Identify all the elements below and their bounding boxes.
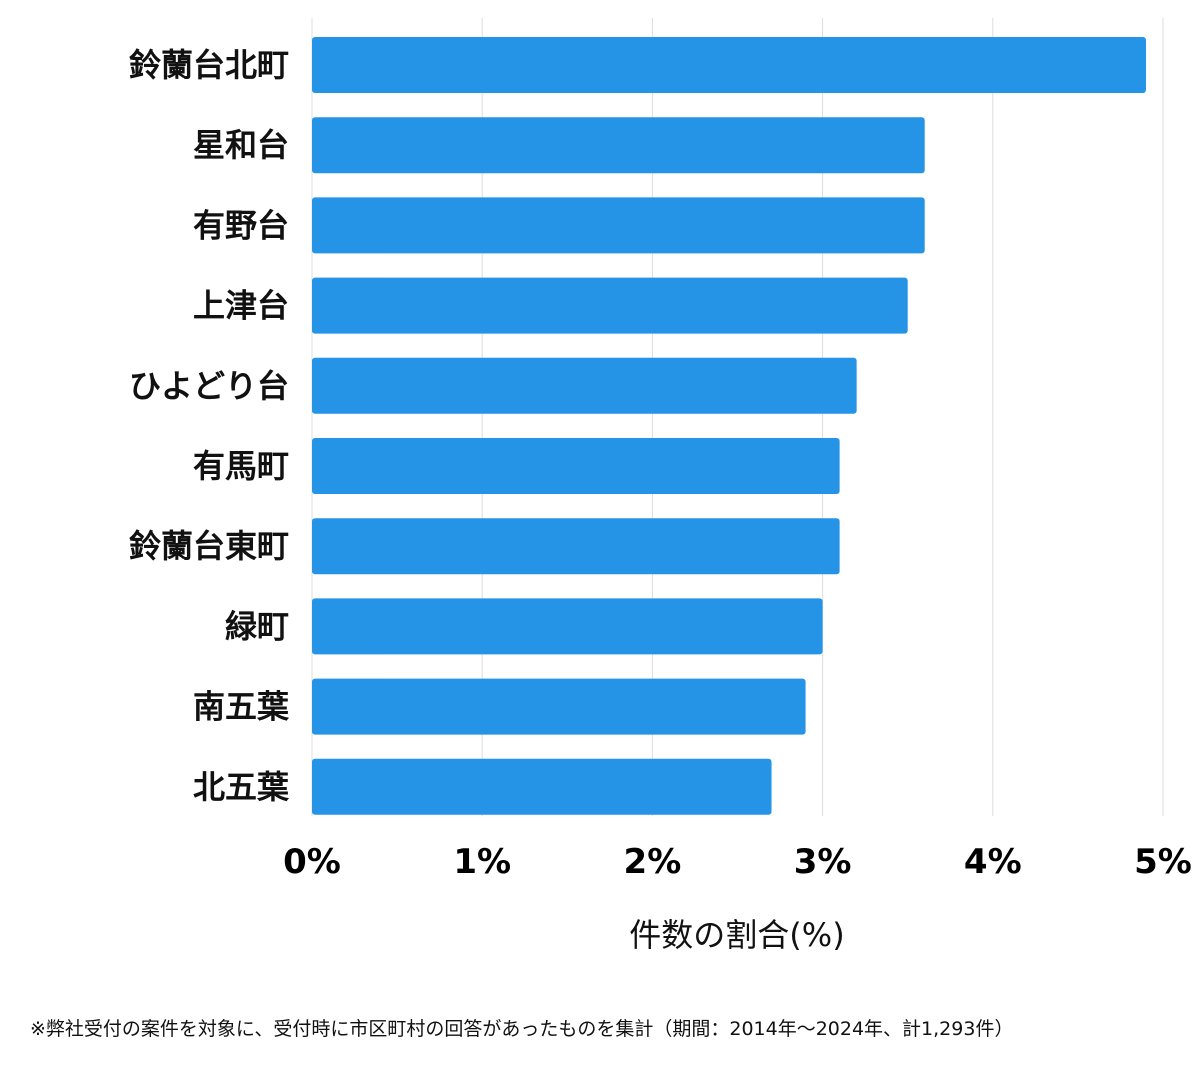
bar <box>312 277 908 334</box>
category-label: 有野台 <box>193 206 289 244</box>
category-label: ひよどり台 <box>129 367 289 405</box>
bar <box>312 357 857 414</box>
category-label: 星和台 <box>193 126 289 164</box>
x-tick-label: 4% <box>964 842 1022 882</box>
bar <box>312 117 925 174</box>
x-tick-label: 0% <box>283 842 341 882</box>
x-tick-label: 5% <box>1134 842 1192 882</box>
category-label: 有馬町 <box>193 447 289 485</box>
category-label: 鈴蘭台東町 <box>129 527 289 565</box>
x-tick-label: 1% <box>453 842 511 882</box>
bar <box>312 678 806 735</box>
bar <box>312 758 772 815</box>
x-tick-label: 3% <box>794 842 852 882</box>
footnote: ※弊社受付の案件を対象に、受付時に市区町村の回答があったものを集計（期間：201… <box>30 1018 1014 1040</box>
category-label: 北五葉 <box>193 768 290 806</box>
category-label: 緑町 <box>225 607 289 645</box>
x-tick-label: 2% <box>624 842 682 882</box>
bar <box>312 518 840 575</box>
bar <box>312 197 925 254</box>
x-axis-title: 件数の割合(%) <box>629 916 844 954</box>
bar <box>312 438 840 494</box>
category-label: 鈴蘭台北町 <box>129 46 289 84</box>
category-label: 南五葉 <box>193 688 290 726</box>
bars <box>312 37 1146 815</box>
bar <box>312 37 1146 93</box>
x-tick-labels: 0% 1% 2% 3% 4% 5% <box>283 842 1192 882</box>
category-label: 上津台 <box>193 287 289 325</box>
bar <box>312 598 823 655</box>
